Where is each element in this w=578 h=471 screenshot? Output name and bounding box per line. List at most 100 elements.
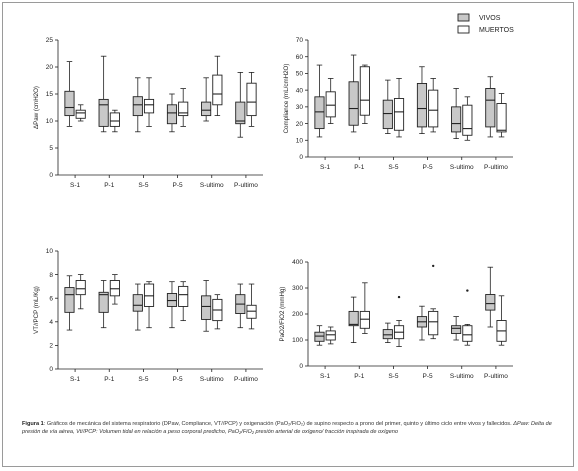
y-tick-label: 100 bbox=[292, 337, 303, 344]
box-dpaw-P-5-muertos bbox=[178, 88, 189, 127]
y-tick-label: 0 bbox=[49, 366, 53, 373]
box-iqr bbox=[246, 304, 257, 319]
y-tick-label: 8 bbox=[49, 272, 53, 279]
box-vt_pcp-P-5-muertos bbox=[178, 281, 189, 322]
box-iqr bbox=[382, 329, 393, 340]
box-iqr bbox=[166, 293, 178, 307]
x-tick-label: P-5 bbox=[423, 373, 434, 380]
box-pafi-S-ultimo-muertos bbox=[462, 289, 473, 346]
box-iqr bbox=[178, 101, 189, 117]
box-iqr bbox=[462, 325, 473, 342]
x-tick-label: S-1 bbox=[70, 182, 81, 189]
box-pafi-S-1-muertos bbox=[325, 326, 336, 345]
box-vt_pcp-P-ultimo-muertos bbox=[246, 283, 257, 330]
box-iqr bbox=[393, 98, 405, 131]
box-pafi-P-ultimo-muertos bbox=[496, 295, 507, 346]
outlier-point bbox=[397, 295, 401, 299]
box-compliance-S-ultimo-vivos bbox=[451, 88, 462, 140]
y-tick-label: 10 bbox=[46, 118, 54, 125]
box-dpaw-S-5-vivos bbox=[132, 77, 143, 133]
caption-notes: ΔPaw: Delta de presión de vía aérea, Vt/… bbox=[22, 421, 552, 435]
x-tick-label: P-ultimo bbox=[484, 373, 508, 380]
box-compliance-P-1-vivos bbox=[348, 54, 359, 133]
box-compliance-S-1-muertos bbox=[325, 78, 336, 124]
y-tick-label: 0 bbox=[299, 154, 303, 161]
box-vt_pcp-S-ultimo-muertos bbox=[212, 294, 223, 330]
x-tick-label: S-ultimo bbox=[200, 376, 224, 383]
box-dpaw-P-5-vivos bbox=[166, 93, 178, 133]
x-tick-label: P-ultimo bbox=[234, 182, 258, 189]
box-compliance-P-ultimo-muertos bbox=[496, 93, 507, 138]
chart-panel-vt_pcp: 0 2 4 6 8 10 VT//PCP (mL/Kg) S-1 P-1 S-5 P-5 S-ulti… bbox=[33, 248, 263, 383]
x-tick-label: P-1 bbox=[354, 164, 365, 171]
box-compliance-S-ultimo-muertos bbox=[462, 96, 473, 141]
y-tick-label: 0 bbox=[299, 363, 303, 370]
box-dpaw-P-1-muertos bbox=[109, 109, 120, 133]
box-pafi-S-1-vivos bbox=[314, 325, 325, 346]
box-iqr bbox=[143, 283, 155, 307]
box-iqr bbox=[235, 101, 246, 125]
x-tick-label: S-ultimo bbox=[200, 182, 224, 189]
legend-swatch-muertos bbox=[457, 25, 470, 34]
box-iqr bbox=[314, 96, 325, 130]
y-tick-label: 25 bbox=[46, 37, 54, 44]
chart-panel-compliance: 0 10 20 30 40 50 60 70 Compliance (mL/cmH2O) S-1 P… bbox=[283, 37, 513, 171]
y-tick-label: 10 bbox=[46, 248, 54, 255]
y-tick-label: 6 bbox=[49, 295, 53, 302]
box-iqr bbox=[359, 66, 370, 116]
x-tick-label: P-5 bbox=[423, 164, 434, 171]
box-iqr bbox=[485, 294, 496, 311]
box-vt_pcp-S-1-muertos bbox=[75, 274, 86, 310]
chart-panel-pafi: 0 100 200 300 400 PaO2/FiO2 (mmHg) S-1 P-1 S-5 P-… bbox=[279, 259, 513, 380]
y-tick-label: 5 bbox=[49, 145, 53, 152]
y-tick-label: 2 bbox=[49, 343, 53, 350]
box-iqr bbox=[451, 325, 462, 334]
x-tick-label: S-5 bbox=[388, 373, 399, 380]
box-compliance-S-1-vivos bbox=[314, 64, 325, 138]
y-tick-label: 0 bbox=[49, 172, 53, 179]
box-iqr bbox=[64, 90, 75, 117]
box-iqr bbox=[98, 291, 109, 313]
box-dpaw-S-ultimo-muertos bbox=[212, 55, 223, 116]
x-tick-label: P-1 bbox=[104, 376, 115, 383]
legend-swatch-vivos bbox=[457, 13, 470, 22]
x-tick-label: S-5 bbox=[138, 182, 149, 189]
box-iqr bbox=[201, 101, 212, 117]
x-tick-label: P-ultimo bbox=[234, 376, 258, 383]
y-tick-label: 10 bbox=[296, 137, 304, 144]
x-tick-label: P-1 bbox=[104, 182, 115, 189]
legend-label-muertos: MUERTOS bbox=[479, 27, 514, 34]
box-pafi-S-5-vivos bbox=[382, 322, 393, 344]
box-iqr bbox=[246, 82, 257, 117]
box-compliance-S-5-muertos bbox=[393, 78, 405, 138]
box-iqr bbox=[98, 98, 109, 127]
caption-main: : Gráficos de mecánica del sistema respi… bbox=[43, 421, 512, 427]
x-tick-label: S-ultimo bbox=[450, 373, 474, 380]
box-compliance-P-1-muertos bbox=[359, 64, 370, 124]
y-axis-label: Compliance (mL/cmH2O) bbox=[283, 64, 290, 134]
box-compliance-P-ultimo-vivos bbox=[485, 76, 496, 138]
box-iqr bbox=[348, 310, 359, 327]
box-iqr bbox=[428, 310, 439, 336]
y-tick-label: 4 bbox=[49, 319, 53, 326]
box-pafi-P-5-muertos bbox=[428, 264, 439, 340]
box-iqr bbox=[201, 295, 212, 320]
x-tick-label: P-5 bbox=[173, 376, 184, 383]
x-tick-label: P-1 bbox=[354, 373, 365, 380]
x-tick-label: S-ultimo bbox=[450, 164, 474, 171]
box-dpaw-S-ultimo-vivos bbox=[201, 77, 212, 122]
box-dpaw-P-ultimo-vivos bbox=[235, 72, 246, 138]
box-pafi-S-ultimo-vivos bbox=[451, 316, 462, 341]
y-tick-label: 20 bbox=[296, 121, 304, 128]
x-tick-label: S-5 bbox=[388, 164, 399, 171]
figure-frame bbox=[2, 2, 574, 467]
box-pafi-P-5-vivos bbox=[416, 305, 428, 341]
figure-caption: Figura 1: Gráficos de mecánica del siste… bbox=[22, 420, 562, 436]
box-compliance-P-5-vivos bbox=[416, 66, 428, 135]
y-tick-label: 30 bbox=[296, 104, 304, 111]
box-pafi-P-1-muertos bbox=[359, 282, 370, 334]
box-iqr bbox=[428, 89, 439, 128]
y-tick-label: 60 bbox=[296, 54, 304, 61]
y-axis-label: VT//PCP (mL/Kg) bbox=[33, 286, 40, 334]
